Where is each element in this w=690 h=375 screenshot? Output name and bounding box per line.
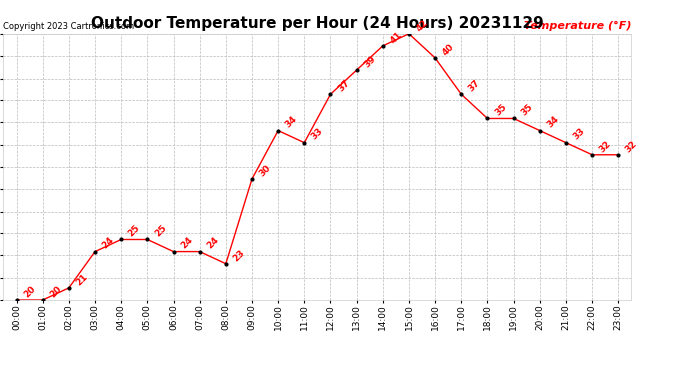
Text: 23: 23 <box>231 248 246 263</box>
Text: Copyright 2023 Cartronics.com: Copyright 2023 Cartronics.com <box>3 22 135 31</box>
Text: Temperature (°F): Temperature (°F) <box>524 21 631 31</box>
Text: 37: 37 <box>467 78 482 93</box>
Text: 34: 34 <box>545 114 561 130</box>
Text: 20: 20 <box>48 284 63 299</box>
Text: 42: 42 <box>415 18 430 33</box>
Text: 21: 21 <box>75 272 90 287</box>
Text: 30: 30 <box>257 163 273 178</box>
Text: 34: 34 <box>284 114 299 130</box>
Text: 40: 40 <box>441 42 456 57</box>
Text: 33: 33 <box>310 127 325 142</box>
Text: 24: 24 <box>205 236 221 251</box>
Text: 25: 25 <box>127 224 142 239</box>
Text: 32: 32 <box>624 139 639 154</box>
Text: 24: 24 <box>179 236 195 251</box>
Text: 37: 37 <box>336 78 351 93</box>
Text: 20: 20 <box>22 284 37 299</box>
Text: 24: 24 <box>101 236 116 251</box>
Text: 25: 25 <box>153 224 168 239</box>
Title: Outdoor Temperature per Hour (24 Hours) 20231129: Outdoor Temperature per Hour (24 Hours) … <box>91 16 544 31</box>
Text: 35: 35 <box>519 102 534 118</box>
Text: 33: 33 <box>571 127 586 142</box>
Text: 35: 35 <box>493 102 509 118</box>
Text: 32: 32 <box>598 139 613 154</box>
Text: 41: 41 <box>388 30 404 45</box>
Text: 39: 39 <box>362 54 377 69</box>
